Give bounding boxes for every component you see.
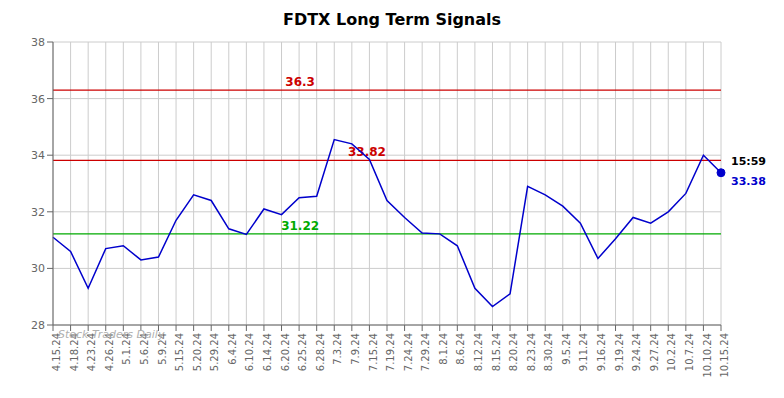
svg-text:10.2.24: 10.2.24 — [666, 333, 677, 371]
svg-text:5.29.24: 5.29.24 — [209, 333, 220, 371]
svg-text:8.20.24: 8.20.24 — [508, 333, 519, 371]
svg-text:9.24.24: 9.24.24 — [631, 333, 642, 371]
svg-text:4.18.24: 4.18.24 — [68, 333, 80, 372]
svg-text:8.23.24: 8.23.24 — [526, 333, 537, 371]
svg-text:10.15.24: 10.15.24 — [719, 333, 730, 378]
svg-text:5.15.24: 5.15.24 — [174, 333, 185, 371]
svg-text:10.7.24: 10.7.24 — [684, 333, 695, 371]
svg-text:7.15.24: 7.15.24 — [368, 333, 379, 371]
svg-text:33.82: 33.82 — [348, 145, 386, 160]
svg-text:5.1.24: 5.1.24 — [121, 333, 133, 365]
svg-text:6.14.24: 6.14.24 — [262, 333, 273, 371]
svg-text:9.19.24: 9.19.24 — [614, 333, 625, 371]
svg-text:31.22: 31.22 — [281, 219, 319, 233]
svg-text:5.9.24: 5.9.24 — [156, 333, 168, 365]
svg-text:8.1.24: 8.1.24 — [438, 333, 449, 365]
svg-text:4.15.24: 4.15.24 — [51, 333, 63, 372]
svg-text:9.27.24: 9.27.24 — [649, 333, 660, 371]
html-text:FDTX Long Term Signals: FDTX Long Term Signals — [283, 10, 501, 29]
svg-text:8.6.24: 8.6.24 — [455, 333, 466, 365]
svg-text:9.5.24: 9.5.24 — [561, 333, 572, 365]
svg-text:7.29.24: 7.29.24 — [420, 333, 431, 371]
svg-text:6.10.24: 6.10.24 — [244, 333, 255, 371]
svg-text:7.24.24: 7.24.24 — [403, 333, 414, 371]
svg-text:7.9.24: 7.9.24 — [350, 333, 361, 365]
svg-text:8.12.24: 8.12.24 — [473, 333, 484, 371]
svg-text:36.3: 36.3 — [285, 75, 315, 89]
svg-text:9.11.24: 9.11.24 — [578, 333, 589, 371]
svg-text:15:59: 15:59 — [731, 155, 766, 168]
svg-text:38: 38 — [31, 36, 45, 49]
svg-text:5.20.24: 5.20.24 — [192, 333, 203, 371]
svg-text:8.30.24: 8.30.24 — [543, 333, 554, 371]
svg-text:33.38: 33.38 — [731, 175, 766, 188]
svg-text:6.28.24: 6.28.24 — [315, 333, 326, 371]
svg-text:8.15.24: 8.15.24 — [491, 333, 502, 371]
svg-text:6.4.24: 6.4.24 — [227, 333, 238, 365]
svg-text:5.6.24: 5.6.24 — [139, 333, 150, 365]
svg-text:28: 28 — [31, 319, 45, 332]
svg-text:4.23.24: 4.23.24 — [86, 333, 98, 372]
svg-text:32: 32 — [31, 206, 45, 219]
svg-text:9.16.24: 9.16.24 — [596, 333, 607, 371]
svg-text:10.10.24: 10.10.24 — [702, 333, 713, 378]
svg-text:30: 30 — [31, 262, 45, 275]
svg-text:Stock Traders Daily: Stock Traders Daily — [58, 328, 165, 341]
svg-text:34: 34 — [31, 149, 45, 162]
svg-text:6.20.24: 6.20.24 — [280, 333, 291, 371]
svg-text:7.3.24: 7.3.24 — [332, 333, 343, 365]
svg-text:6.25.24: 6.25.24 — [297, 333, 308, 371]
svg-text:7.19.24: 7.19.24 — [385, 333, 396, 371]
svg-text:4.26.24: 4.26.24 — [103, 333, 115, 372]
svg-text:36: 36 — [31, 93, 45, 106]
